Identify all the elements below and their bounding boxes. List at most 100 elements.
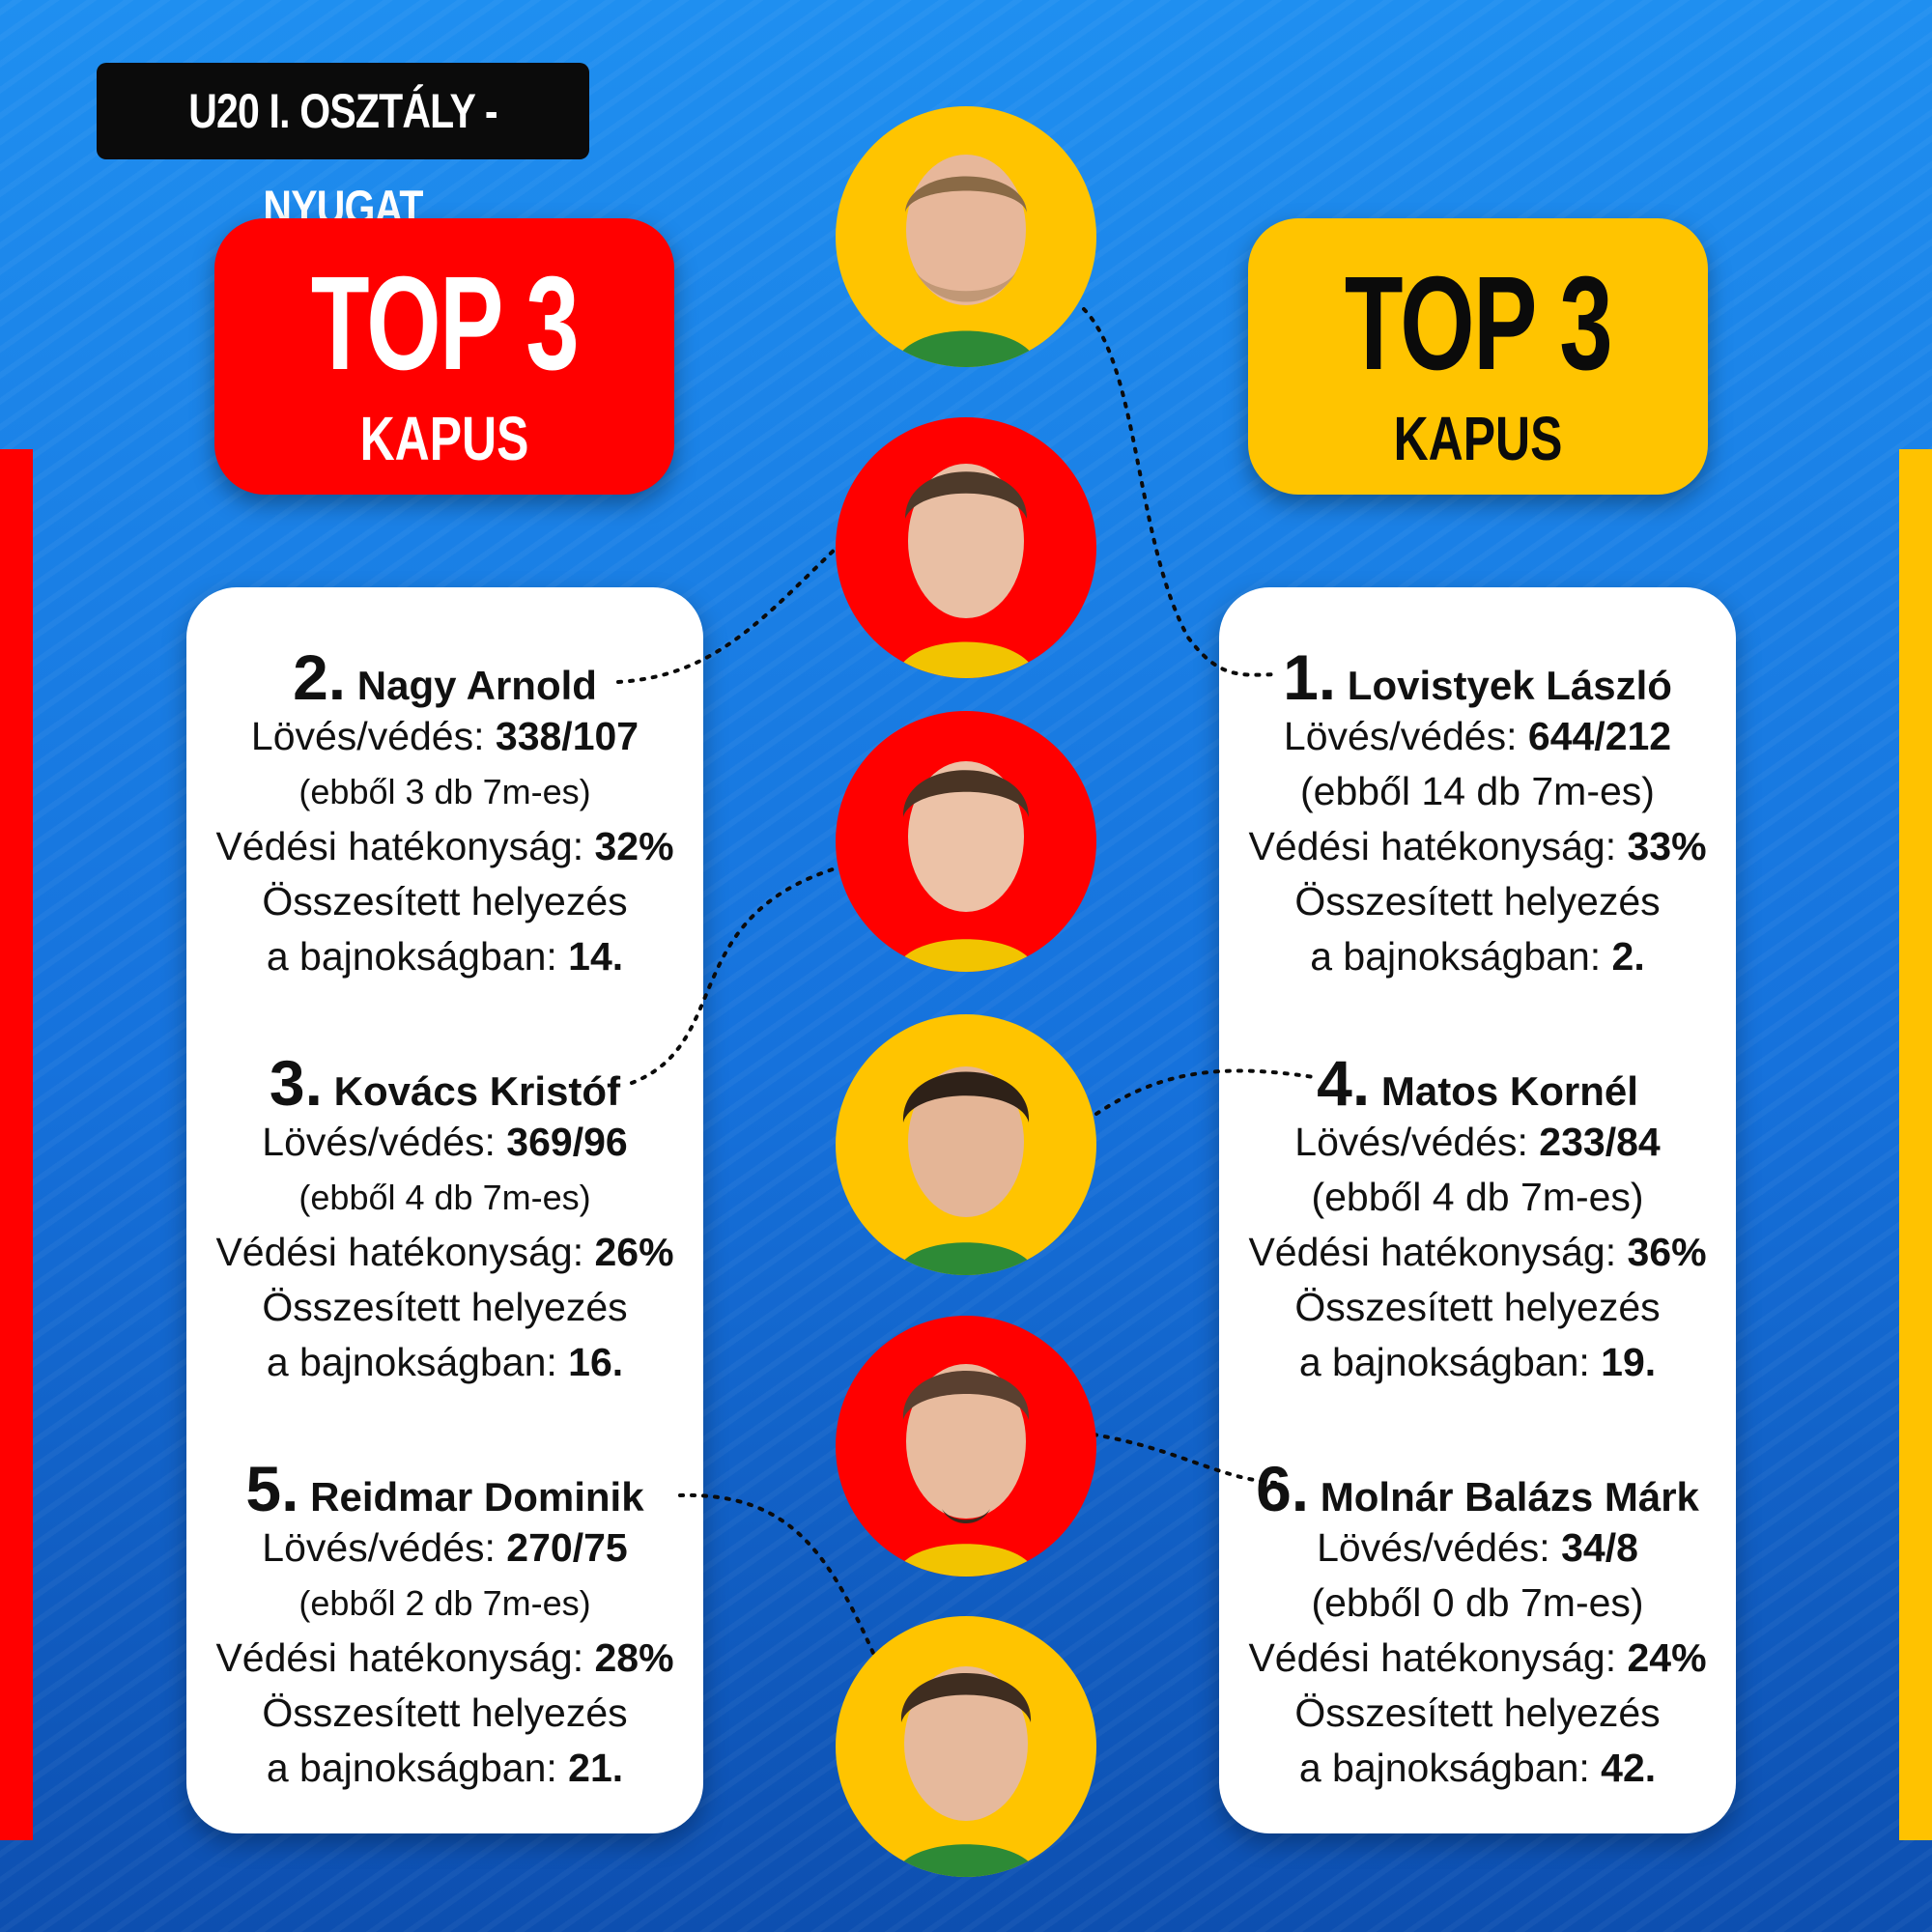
penalty-line: (ebből 3 db 7m-es) <box>298 772 591 811</box>
standing-value: 19. <box>1601 1340 1657 1384</box>
player-name: Kovács Kristóf <box>333 1068 621 1114</box>
standing-value: 14. <box>568 934 624 979</box>
player-entry-4: 4. Matos Kornél Lövés/védés: 233/84 (ebb… <box>1219 1051 1736 1390</box>
efficiency-label: Védési hatékonyság: <box>215 824 595 868</box>
standing-label: a bajnokságban: <box>266 1340 569 1384</box>
player-name: Lovistyek László <box>1347 663 1672 708</box>
penalty-line: (ebből 4 db 7m-es) <box>1311 1175 1644 1219</box>
standing-line: a bajnokságban: 21. <box>186 1741 703 1796</box>
player-rank: 1. <box>1283 641 1337 713</box>
overall-label: Összesített helyezés <box>262 879 628 923</box>
league-badge: U20 I. OSZTÁLY - NYUGAT <box>97 63 589 235</box>
player-photo-4 <box>836 1014 1096 1275</box>
player-silhouette <box>895 464 1037 678</box>
shots-value: 34/8 <box>1561 1525 1638 1570</box>
player-rank: 2. <box>293 641 347 713</box>
standing-line: a bajnokságban: 2. <box>1219 929 1736 984</box>
penalty-line: (ebből 2 db 7m-es) <box>298 1583 591 1623</box>
shots-label: Lövés/védés: <box>1294 1120 1540 1164</box>
standing-label: a bajnokságban: <box>1298 1746 1602 1790</box>
player-entry-2: 2. Nagy Arnold Lövés/védés: 338/107 (ebb… <box>186 645 703 984</box>
penalty-line: (ebből 0 db 7m-es) <box>1311 1580 1644 1625</box>
shots-line: Lövés/védés: 338/107 <box>186 709 703 764</box>
standing-value: 21. <box>568 1746 624 1790</box>
efficiency-value: 24% <box>1627 1635 1707 1680</box>
player-photo-6 <box>836 1316 1096 1577</box>
player-entry-6: 6. Molnár Balázs Márk Lövés/védés: 34/8 … <box>1219 1457 1736 1796</box>
player-silhouette <box>894 1666 1038 1877</box>
efficiency-line: Védési hatékonyság: 26% <box>186 1225 703 1280</box>
efficiency-line: Védési hatékonyság: 36% <box>1219 1225 1736 1280</box>
player-photo-5 <box>836 1616 1096 1877</box>
player-heading: 6. Molnár Balázs Márk <box>1219 1457 1736 1520</box>
shots-value: 644/212 <box>1527 714 1672 758</box>
standing-label: a bajnokságban: <box>266 1746 569 1790</box>
standing-line: a bajnokságban: 19. <box>1219 1335 1736 1390</box>
shots-label: Lövés/védés: <box>250 714 496 758</box>
shots-label: Lövés/védés: <box>1317 1525 1562 1570</box>
standing-line: a bajnokságban: 42. <box>1219 1741 1736 1796</box>
shots-line: Lövés/védés: 644/212 <box>1219 709 1736 764</box>
overall-label: Összesített helyezés <box>262 1690 628 1735</box>
player-entry-3: 3. Kovács Kristóf Lövés/védés: 369/96 (e… <box>186 1051 703 1390</box>
player-heading: 2. Nagy Arnold <box>186 645 703 709</box>
player-rank: 6. <box>1256 1453 1310 1524</box>
efficiency-label: Védési hatékonyság: <box>1248 1230 1628 1274</box>
penalty-line: (ebből 14 db 7m-es) <box>1300 769 1655 813</box>
standing-line: a bajnokságban: 14. <box>186 929 703 984</box>
shots-label: Lövés/védés: <box>262 1120 507 1164</box>
efficiency-line: Védési hatékonyság: 33% <box>1219 819 1736 874</box>
overall-label: Összesített helyezés <box>262 1285 628 1329</box>
standing-label: a bajnokságban: <box>266 934 569 979</box>
player-rank: 4. <box>1317 1047 1371 1119</box>
efficiency-value: 28% <box>594 1635 674 1680</box>
left-accent-bar <box>0 449 33 1840</box>
penalty-line: (ebből 4 db 7m-es) <box>298 1178 591 1217</box>
top3-subtitle-right: KAPUS <box>1393 404 1563 473</box>
player-name: Nagy Arnold <box>356 663 597 708</box>
player-photo-3 <box>836 711 1096 972</box>
shots-label: Lövés/védés: <box>262 1525 507 1570</box>
shots-value: 233/84 <box>1539 1120 1661 1164</box>
shots-line: Lövés/védés: 233/84 <box>1219 1115 1736 1170</box>
efficiency-value: 36% <box>1627 1230 1707 1274</box>
shots-line: Lövés/védés: 34/8 <box>1219 1520 1736 1576</box>
shots-value: 270/75 <box>506 1525 628 1570</box>
shots-value: 338/107 <box>495 714 639 758</box>
player-silhouette <box>895 1066 1037 1275</box>
efficiency-value: 33% <box>1627 824 1707 868</box>
efficiency-line: Védési hatékonyság: 28% <box>186 1631 703 1686</box>
efficiency-label: Védési hatékonyság: <box>215 1230 595 1274</box>
player-photo-1 <box>836 106 1096 367</box>
player-heading: 1. Lovistyek László <box>1219 645 1736 709</box>
player-name: Molnár Balázs Márk <box>1320 1474 1699 1520</box>
standing-line: a bajnokságban: 16. <box>186 1335 703 1390</box>
player-silhouette <box>895 1364 1037 1577</box>
player-name: Reidmar Dominik <box>310 1474 644 1520</box>
efficiency-line: Védési hatékonyság: 24% <box>1219 1631 1736 1686</box>
right-accent-bar <box>1899 449 1932 1840</box>
standing-label: a bajnokságban: <box>1310 934 1612 979</box>
player-silhouette <box>895 761 1037 972</box>
overall-label: Összesített helyezés <box>1294 1690 1661 1735</box>
top3-box-left: TOP 3 KAPUS <box>214 218 674 495</box>
player-name: Matos Kornél <box>1380 1068 1638 1114</box>
efficiency-value: 32% <box>594 824 674 868</box>
player-entry-1: 1. Lovistyek László Lövés/védés: 644/212… <box>1219 645 1736 984</box>
player-photo-2 <box>836 417 1096 678</box>
top3-box-right: TOP 3 KAPUS <box>1248 218 1708 495</box>
efficiency-label: Védési hatékonyság: <box>1248 824 1628 868</box>
shots-line: Lövés/védés: 369/96 <box>186 1115 703 1170</box>
right-stats-card: 1. Lovistyek László Lövés/védés: 644/212… <box>1219 587 1736 1833</box>
player-rank: 3. <box>269 1047 323 1119</box>
player-silhouette <box>894 155 1038 367</box>
overall-label: Összesített helyezés <box>1294 1285 1661 1329</box>
top3-title-right: TOP 3 <box>1344 249 1613 398</box>
player-entry-5: 5. Reidmar Dominik Lövés/védés: 270/75 (… <box>186 1457 703 1796</box>
player-heading: 3. Kovács Kristóf <box>186 1051 703 1115</box>
standing-label: a bajnokságban: <box>1298 1340 1602 1384</box>
shots-value: 369/96 <box>506 1120 628 1164</box>
efficiency-value: 26% <box>594 1230 674 1274</box>
efficiency-label: Védési hatékonyság: <box>215 1635 595 1680</box>
standing-value: 2. <box>1611 934 1645 979</box>
